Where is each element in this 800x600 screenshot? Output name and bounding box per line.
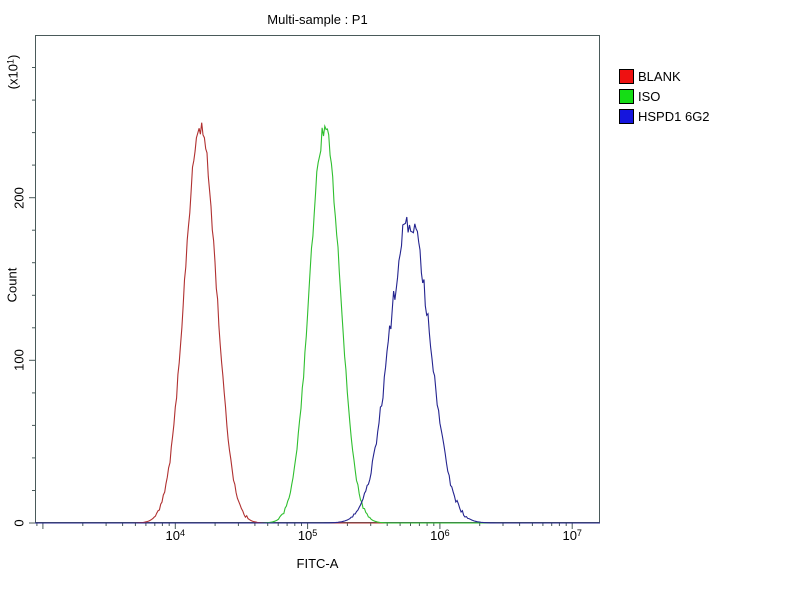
y-tick-label: 100 [11,349,27,372]
x-axis-label: FITC-A [296,556,339,571]
chart-title: Multi-sample : P1 [267,12,368,27]
curve-blank [35,122,600,524]
legend-item: HSPD1 6G2 [619,106,710,126]
y-axis-unit-label: (x101) [5,54,21,90]
plot-border [35,35,600,523]
legend: BLANK ISO HSPD1 6G2 [619,66,710,126]
y-tick-label: 0 [11,519,27,527]
legend-color-swatch-icon [619,68,634,84]
legend-label: HSPD1 6G2 [638,108,710,124]
x-tick-label: 105 [297,528,318,543]
x-tick-label: 106 [430,528,450,543]
legend-label: BLANK [638,68,681,84]
y-tick-label: 200 [11,186,27,209]
curve-iso [35,124,600,524]
legend-item: ISO [619,86,710,106]
y-axis-label: Count [4,267,20,303]
legend-item: BLANK [619,66,710,86]
legend-color-swatch-icon [619,108,634,124]
legend-label: ISO [638,88,661,104]
x-tick-label: 104 [165,528,185,543]
axis-ticks [29,67,573,529]
x-tick-label: 107 [562,528,582,543]
curve-hspd1-6g2 [35,216,600,524]
legend-color-swatch-icon [619,88,634,104]
